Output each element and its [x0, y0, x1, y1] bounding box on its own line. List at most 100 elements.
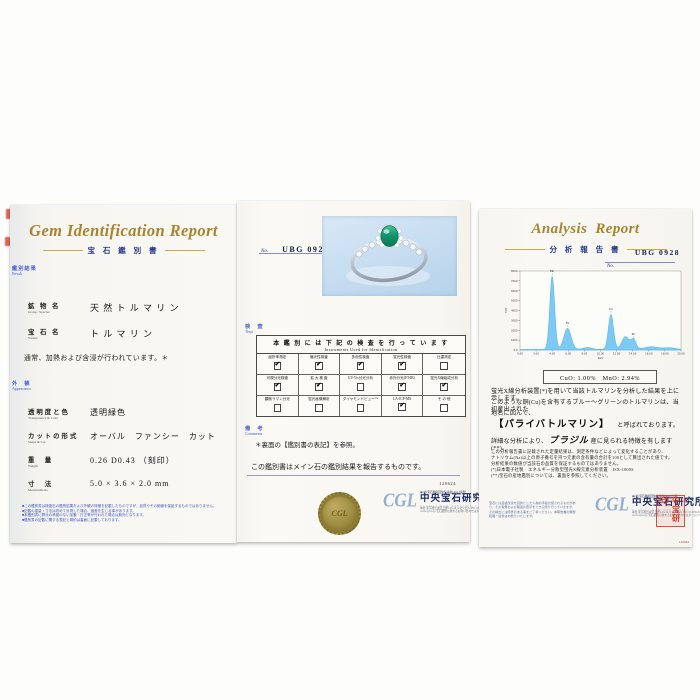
checkbox-unchecked [315, 404, 323, 412]
svg-text:keV: keV [598, 356, 604, 360]
svg-text:0.00: 0.00 [517, 352, 523, 356]
gem-report-title: Gem Identification Report [29, 221, 218, 240]
field-row: 鉱 物 名 Group / Species 天 然 ト ル マ リ ン [28, 301, 229, 314]
analysis-no-underline [605, 262, 675, 263]
field-label-en: Shape & Cut [28, 440, 46, 444]
cgl-logo-block: CGL (社)宝石鑑別団体協議会(AGL)加盟 中央宝石研究所 Central … [383, 489, 512, 514]
checkbox-checked: ✔ [398, 382, 406, 391]
svg-text:0.0: 0.0 [513, 348, 517, 352]
section-comments: 備 考 Comments [245, 426, 264, 437]
footnote-line: ■この鑑別書は検査石の鑑別結果および外観の特徴を記載したものですが、品質やその価… [22, 504, 217, 508]
disclaimer-line: 宝石には品質改善を目的とした人為的手段が施されるものがあ [489, 501, 576, 505]
field-label-en: Transparency & Color [28, 416, 59, 420]
checkbox-checked: ✔ [315, 361, 323, 370]
agl-membership-note: (社)宝石鑑別団体協議会(AGL)加盟 [632, 495, 700, 498]
analysis-notes: この分析報告書に記載された定量結果は、測定条件などによって変化することがあり、ナ… [491, 449, 684, 479]
field-label-jp: 透明度と色 [28, 409, 70, 416]
field-label-jp: 重 量 [28, 457, 54, 464]
svg-text:16.00: 16.00 [645, 352, 653, 356]
lab-name-jp: 中央宝石研究所 [632, 498, 700, 509]
svg-text:18.00: 18.00 [661, 352, 669, 356]
instrument-label: 偏光性検査 [309, 355, 328, 359]
checkbox-checked: ✔ [398, 402, 406, 411]
divider [247, 475, 460, 476]
gem-ring-photo [322, 216, 457, 296]
instrument-label: 蛍光性検査 [393, 355, 412, 359]
instrument-label: 赤外分光(FT-IR) [389, 376, 415, 380]
field-label-jp: カットの形式 [28, 433, 79, 440]
analysis-note-line: (**)宝石の産地鑑別については、裏面を参照してください。 [491, 473, 611, 479]
checkbox-checked: ✔ [398, 361, 406, 370]
serial-number: 120624 [678, 540, 689, 544]
instrument-label: 蛍光X線組成分析 [430, 376, 459, 380]
edxrf-spectrum-chart: 1000 2000 3000 4000 5000 6000 7000 8000 0.0 0.00 2… [503, 265, 686, 365]
checkbox-unchecked [440, 404, 448, 412]
field-label-en: Variety [28, 336, 38, 340]
report-no-underline [259, 253, 347, 254]
red-edge-mark [6, 209, 12, 219]
instrument-label: ダイヤモンドビュー™ [342, 397, 379, 401]
instrument-cell: 多色性検査 ✔ [340, 353, 382, 375]
field-label-jp: 寸 法 [28, 481, 54, 488]
svg-text:10.00: 10.00 [597, 352, 605, 356]
lab-address: 本社 東京都台東区上野5-15-14 ミマツビル TEL 03-3834-658… [420, 507, 497, 511]
field-row: 透明度と色 Transparency & Color 透明緑色 [28, 407, 229, 420]
instrument-cell: 蛍光性検査 ✔ [381, 353, 424, 375]
gold-rule [42, 250, 83, 251]
gold-rule [504, 249, 545, 250]
disclaimer-line: 転載・加筆はお断りいたします。 [489, 514, 536, 519]
gold-rule [626, 249, 667, 250]
paraiba-name: 【パライバトルマリン】 [493, 420, 610, 430]
instrument-label: 屈折率測定 [268, 355, 287, 359]
paraiba-highlight-line: 【パライバトルマリン】 と呼ばれております。 [491, 420, 682, 431]
analysis-paragraph-1: 蛍光X線分析装置(*)を用いて当該トルマリンを分析した結果を上に示します。 [491, 389, 680, 402]
svg-text:5000: 5000 [511, 299, 518, 303]
field-label-jp: 宝 石 名 [28, 329, 61, 336]
red-hanko-stamp: 中宝研印 [656, 495, 685, 527]
svg-text:Fe: Fe [566, 321, 569, 325]
lab-web: www.cgl.co.jp 宝石鑑別に関するお問い合わせはホームページをご覧下さ… [632, 514, 700, 518]
instrument-label: 顕微ラマン分光 [264, 397, 290, 401]
checkbox-unchecked [356, 383, 365, 391]
instrument-label: LA-ICP-MS [393, 397, 412, 401]
checkbox-checked: ✔ [356, 361, 365, 370]
cgl-logo: CGL [595, 493, 629, 516]
svg-text:4000: 4000 [511, 309, 518, 313]
gem-report-subtitle-jp: 宝 石 鑑 別 書 [87, 246, 160, 255]
lab-name-jp: 中央宝石研究所 [420, 494, 494, 505]
serial-number: 120624 [439, 481, 456, 486]
origin-country: ブラジル [549, 435, 589, 445]
instruments-table: 本 鑑 別 に は 下 記 の 検 査 を 行 っ て い ま す Instru… [256, 335, 466, 417]
ring-illustration [346, 224, 430, 286]
instrument-label: 蛍光画像解析 [308, 397, 330, 401]
svg-text:6000: 6000 [511, 289, 518, 293]
analysis-no-label: No. [607, 264, 615, 269]
disclaimer-line: その検出には限界のある事をご了承ください。本報告書の無断 [489, 509, 576, 514]
fine-print-disclaimer: 宝石には品質改善を目的とした人為的手段が施されるものがあ り、その有無および程度の… [489, 501, 593, 519]
agl-membership-note: (社)宝石鑑別団体協議会(AGL)加盟 [420, 491, 511, 494]
analysis-no-value: UBG 0928 [634, 248, 680, 257]
field-row: カットの形式 Shape & Cut オーバル ファンシー カット [28, 431, 229, 444]
lab-web: www.cgl.co.jp 宝石鑑別に関するお問い合わせはホームページをご覧下さ… [420, 510, 512, 514]
field-label: 宝 石 名 Variety [28, 327, 90, 340]
svg-text:8.00: 8.00 [582, 352, 588, 356]
instrument-cell: 蛍光画像解析 [299, 395, 341, 416]
svg-text:6.00: 6.00 [565, 352, 571, 356]
svg-text:Zn: Zn [632, 332, 636, 336]
red-edge-mark [5, 237, 12, 246]
instrument-cell: UV-Vis分光分析 [340, 374, 382, 396]
svg-text:7000: 7000 [511, 279, 518, 283]
svg-text:1000: 1000 [511, 338, 518, 342]
field-value: ト ル マ リ ン [90, 329, 154, 339]
checkbox-checked: ✔ [315, 382, 323, 391]
instruments-table-title-jp: 本 鑑 別 に は 下 記 の 検 査 を 行 っ て い ま す [273, 340, 449, 347]
origin-line: 詳細な分析により、 ブラジル 産に見られる特徴を有します(**)。 [491, 435, 673, 452]
paraiba-suffix: と呼ばれております。 [617, 423, 680, 429]
checkbox-unchecked [440, 362, 448, 370]
checkbox-checked: ✔ [273, 382, 282, 391]
analysis-report-panel: Analysis Report 分 析 報 告 書 UBG 0928 No. 1… [479, 209, 700, 547]
instrument-label: 可視分光検査 [266, 376, 289, 380]
checkbox-unchecked [273, 404, 282, 412]
field-row: 寸 法 Measurements 5.0 × 3.6 × 2.0 mm [28, 479, 229, 492]
field-value: 0.26 D0.43 （刻印） [90, 456, 175, 465]
